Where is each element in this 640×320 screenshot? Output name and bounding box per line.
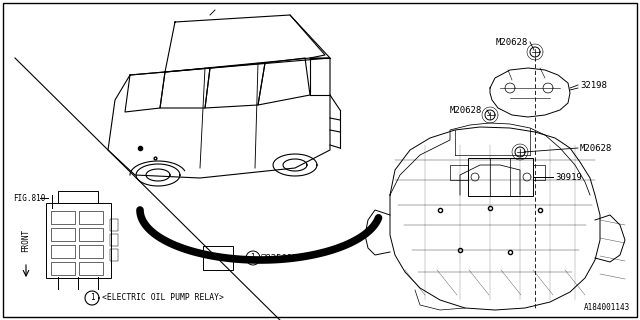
Bar: [450, 165, 468, 180]
Bar: [46, 203, 111, 278]
Bar: [51, 211, 75, 224]
Bar: [79, 211, 103, 224]
Bar: [51, 262, 75, 275]
Bar: [110, 234, 118, 246]
Bar: [533, 165, 545, 180]
Bar: [203, 246, 233, 270]
Bar: [468, 158, 533, 196]
Text: 1: 1: [251, 253, 255, 262]
Bar: [110, 219, 118, 231]
Text: 30919: 30919: [555, 172, 582, 181]
Bar: [110, 249, 118, 261]
Bar: [51, 228, 75, 241]
Text: ᠧ82501D: ᠧ82501D: [260, 253, 298, 262]
Bar: [79, 228, 103, 241]
Text: A184001143: A184001143: [584, 303, 630, 312]
Bar: [79, 262, 103, 275]
Text: FIG.810: FIG.810: [13, 194, 45, 203]
Text: 32198: 32198: [580, 81, 607, 90]
Text: <ELECTRIC OIL PUMP RELAY>: <ELECTRIC OIL PUMP RELAY>: [102, 293, 224, 302]
Bar: [58, 191, 98, 203]
Text: M20628: M20628: [450, 106, 483, 115]
Bar: [51, 245, 75, 258]
Text: M20628: M20628: [580, 143, 612, 153]
Text: M20628: M20628: [496, 37, 528, 46]
Text: 1: 1: [90, 293, 94, 302]
Bar: [79, 245, 103, 258]
Text: FRONT: FRONT: [22, 228, 31, 252]
